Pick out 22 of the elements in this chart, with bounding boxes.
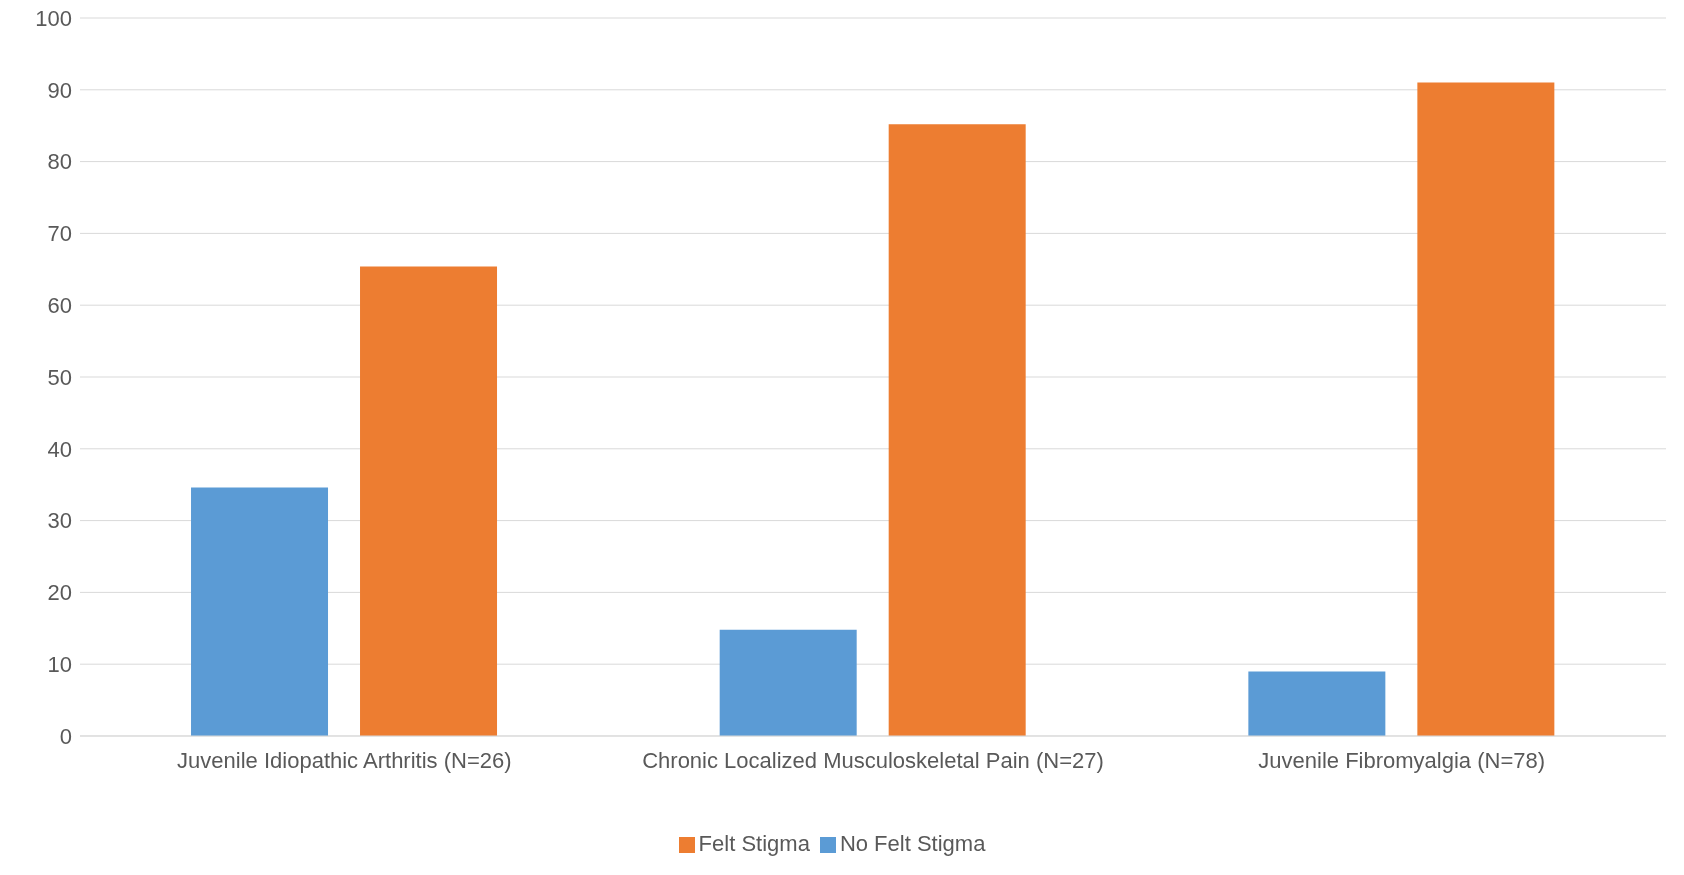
legend-label: No Felt Stigma (839, 831, 986, 856)
y-tick-label: 20 (47, 580, 72, 606)
y-tick-label: 70 (47, 221, 72, 247)
bar (191, 487, 329, 736)
x-tick-label: Chronic Localized Musculoskeletal Pain (N=27) (642, 747, 1104, 773)
y-tick-label: 60 (47, 293, 72, 319)
y-tick-label: 30 (47, 508, 72, 534)
y-tick-label: 50 (47, 364, 72, 390)
bar (360, 266, 498, 736)
y-tick-label: 80 (47, 149, 72, 175)
bar (719, 629, 857, 736)
y-tick-label: 10 (47, 652, 72, 678)
legend-label: Felt Stigma (698, 831, 810, 856)
y-tick-label: 100 (35, 5, 72, 31)
x-tick-label: Juvenile Idiopathic Arthritis (N=26) (177, 747, 512, 773)
x-tick-label: Juvenile Fibromyalgia (N=78) (1258, 747, 1546, 773)
y-tick-label: 0 (59, 723, 72, 749)
bar (1248, 671, 1386, 736)
bar (1417, 82, 1555, 736)
y-tick-label: 40 (47, 436, 72, 462)
y-tick-label: 90 (47, 77, 72, 103)
bar (888, 124, 1026, 736)
